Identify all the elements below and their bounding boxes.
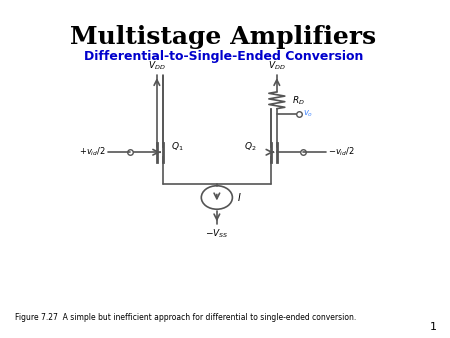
Text: $R_D$: $R_D$: [292, 94, 305, 106]
Text: $Q_1$: $Q_1$: [171, 141, 184, 153]
Text: Multistage Amplifiers: Multistage Amplifiers: [71, 25, 377, 49]
Text: $-V_{SS}$: $-V_{SS}$: [205, 228, 229, 240]
Text: $Q_2$: $Q_2$: [244, 141, 257, 153]
Text: Figure 7.27  A simple but inefficient approach for differential to single-ended : Figure 7.27 A simple but inefficient app…: [15, 313, 356, 321]
Text: $V_{DD}$: $V_{DD}$: [148, 59, 166, 72]
Text: $-v_{id}/2$: $-v_{id}/2$: [328, 146, 355, 159]
Text: $+v_{id}/2$: $+v_{id}/2$: [79, 146, 106, 159]
Text: $V_{DD}$: $V_{DD}$: [268, 59, 286, 72]
Text: Differential-to-Single-Ended Conversion: Differential-to-Single-Ended Conversion: [84, 50, 363, 63]
Text: 1: 1: [430, 321, 437, 332]
Text: $I$: $I$: [237, 192, 242, 203]
Text: $v_o$: $v_o$: [303, 108, 314, 119]
